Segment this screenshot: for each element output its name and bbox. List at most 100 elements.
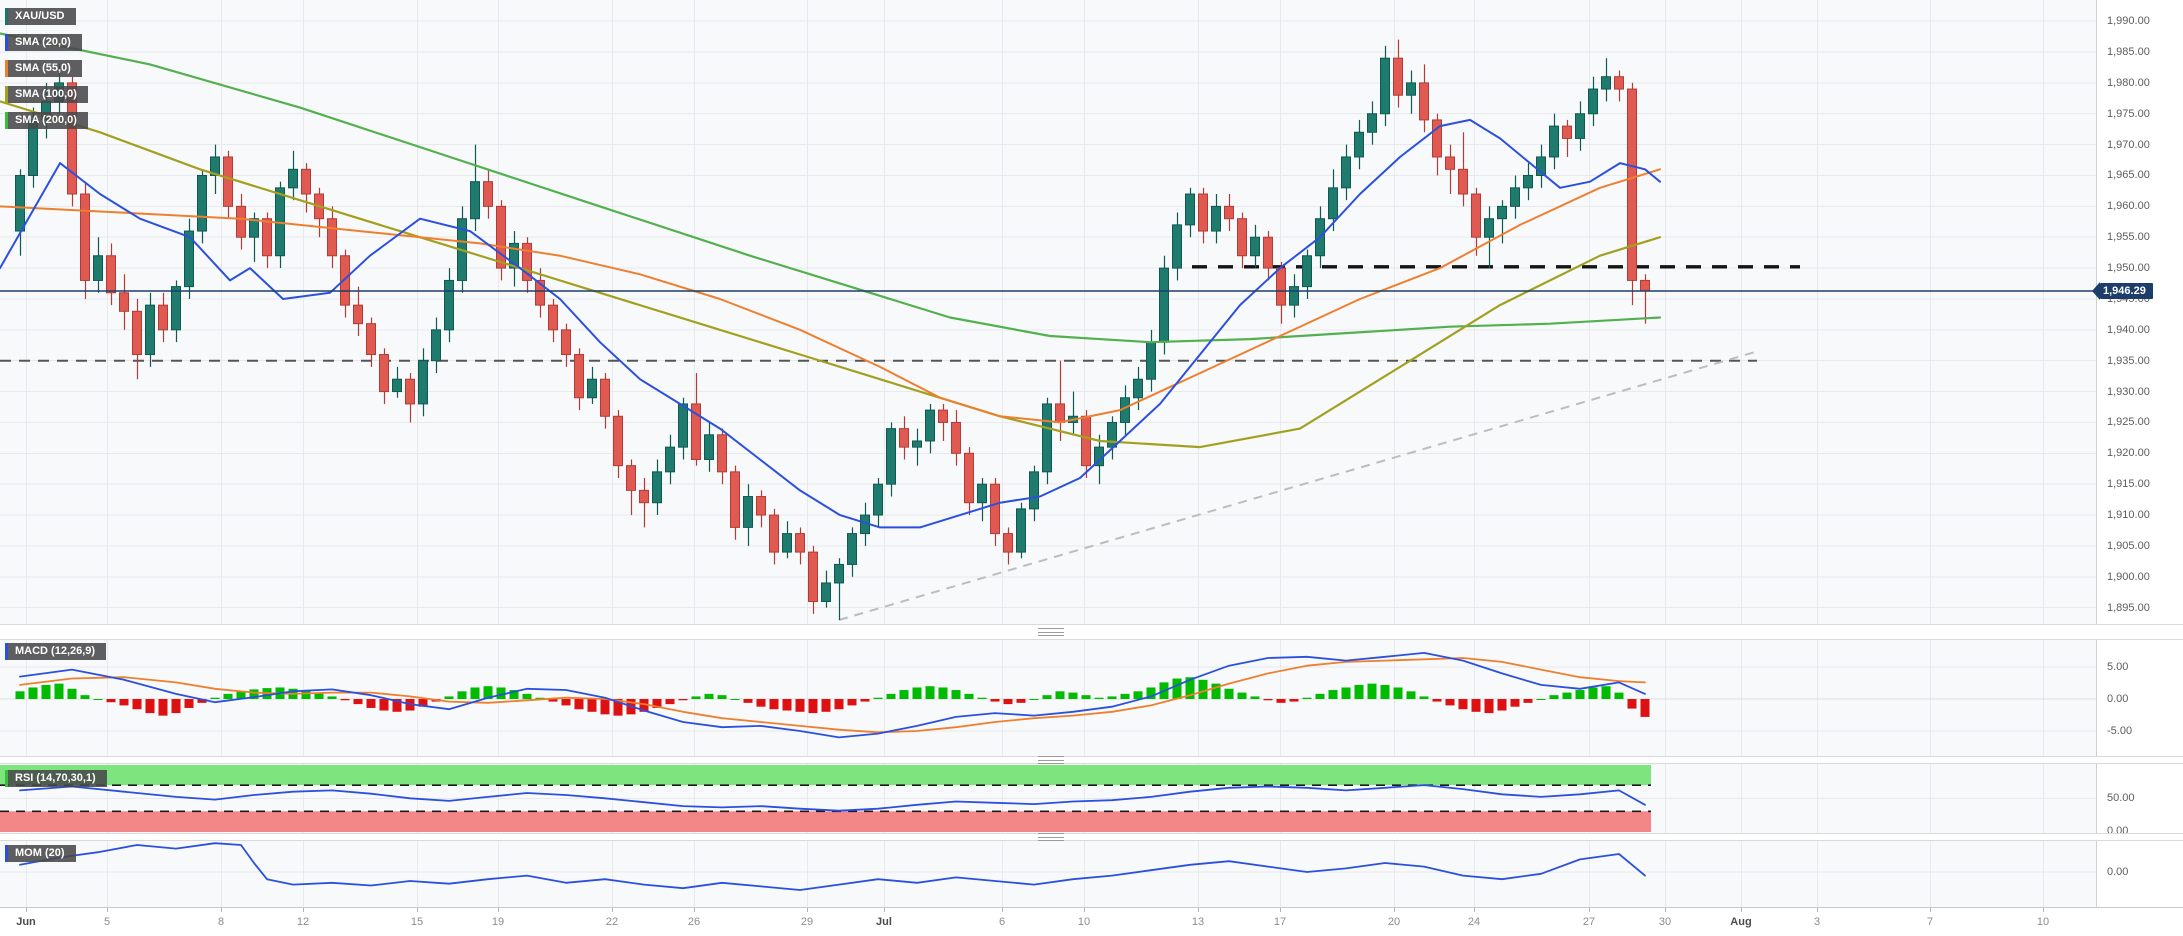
macd-axis-label: 5.00	[2107, 661, 2129, 673]
badge-sma100[interactable]: SMA (100,0)	[5, 86, 88, 103]
time-tick-mark	[694, 908, 695, 912]
time-tick-mark	[1741, 908, 1742, 912]
horizontal-gridlines	[0, 20, 2096, 609]
time-tick-mark	[1394, 908, 1395, 912]
price-axis-label: 1,950.00	[2107, 262, 2150, 275]
time-axis-label: 10	[2036, 916, 2050, 928]
time-axis-label: 22	[605, 916, 619, 928]
rsi-oversold-band	[0, 811, 1651, 832]
mom-axis-label: 0.00	[2107, 866, 2129, 878]
time-axis-label: 29	[800, 916, 814, 928]
rsi-overbought-band	[0, 765, 1651, 786]
time-axis-label: 8	[217, 916, 225, 928]
momentum-line	[19, 842, 1646, 891]
macd-axis-label: -5.00	[2107, 725, 2133, 737]
time-axis-label: 6	[998, 916, 1006, 928]
badge-sma20[interactable]: SMA (20,0)	[5, 34, 82, 51]
price-axis-label: 1,895.00	[2107, 601, 2150, 614]
time-tick-mark	[1817, 908, 1818, 912]
macd-main-line	[19, 652, 1646, 739]
time-axis-label: 15	[410, 916, 424, 928]
time-tick-mark	[1589, 908, 1590, 912]
time-axis-label: Jul	[876, 916, 892, 928]
time-axis-label: Jun	[16, 916, 36, 928]
sma-55-line	[0, 168, 1661, 424]
badge-macd[interactable]: MACD (12,26,9)	[5, 643, 107, 660]
time-tick-mark	[807, 908, 808, 912]
time-tick-mark	[612, 908, 613, 912]
time-tick-mark	[107, 908, 108, 912]
time-tick-mark	[1930, 908, 1931, 912]
badge-mom[interactable]: MOM (20)	[5, 845, 76, 862]
time-tick-mark	[417, 908, 418, 912]
time-axis-label: 19	[491, 916, 505, 928]
vertical-gridlines	[26, 0, 2044, 624]
sma-200-line	[0, 32, 1662, 344]
pane-separator-3[interactable]	[0, 833, 2183, 841]
price-axis-border	[2096, 0, 2097, 907]
macd-pane-canvas[interactable]	[0, 640, 2096, 756]
time-axis-label: 30	[1658, 916, 1672, 928]
main-chart-canvas[interactable]	[0, 0, 2096, 624]
time-axis-label: 27	[1582, 916, 1596, 928]
time-tick-mark	[26, 908, 27, 912]
time-axis-label: 26	[687, 916, 701, 928]
time-tick-mark	[884, 908, 885, 912]
price-axis-label: 1,990.00	[2107, 15, 2150, 28]
time-tick-mark	[1665, 908, 1666, 912]
price-axis-label: 1,930.00	[2107, 385, 2150, 398]
time-tick-mark	[2043, 908, 2044, 912]
time-tick-mark	[1084, 908, 1085, 912]
time-tick-mark	[498, 908, 499, 912]
price-axis-label: 1,960.00	[2107, 200, 2150, 213]
time-axis-label: 12	[296, 916, 310, 928]
time-tick-mark	[1474, 908, 1475, 912]
price-axis-label: 1,920.00	[2107, 447, 2150, 460]
vertical-gridlines	[26, 841, 2044, 907]
badge-sma55[interactable]: SMA (55,0)	[5, 60, 82, 77]
pane-resize-handle[interactable]	[1038, 756, 1064, 764]
badge-symbol[interactable]: XAU/USD	[5, 8, 76, 25]
price-axis-label: 1,915.00	[2107, 478, 2150, 491]
pane-separator-2[interactable]	[0, 756, 2183, 764]
rsi-pane-canvas[interactable]	[0, 764, 2096, 833]
time-axis-label: 17	[1273, 916, 1287, 928]
pane-resize-handle[interactable]	[1038, 628, 1064, 636]
price-axis-label: 1,965.00	[2107, 169, 2150, 182]
time-axis[interactable]: Jun 5 8 12 15 19 22 26 29 Jul 6 10 13 17 20 24 27 30 Aug 3 7…	[0, 907, 2183, 936]
time-tick-mark	[303, 908, 304, 912]
momentum-pane-canvas[interactable]	[0, 841, 2096, 907]
price-axis[interactable]: 1,990.00 1,985.00 1,980.00 1,975.00 1,970.00…	[2097, 0, 2183, 907]
time-tick-mark	[1280, 908, 1281, 912]
price-axis-label: 1,905.00	[2107, 539, 2150, 552]
rsi-axis-label: 50.00	[2107, 792, 2135, 804]
pane-resize-handle[interactable]	[1038, 833, 1064, 841]
time-axis-label: 7	[1926, 916, 1934, 928]
badge-sma200[interactable]: SMA (200,0)	[5, 112, 88, 129]
price-axis-label: 1,925.00	[2107, 416, 2150, 429]
badge-rsi[interactable]: RSI (14,70,30,1)	[5, 770, 107, 787]
time-tick-mark	[1002, 908, 1003, 912]
time-axis-label: 10	[1077, 916, 1091, 928]
sma-100-line	[0, 100, 1662, 449]
macd-signal-line	[19, 657, 1646, 734]
time-tick-mark	[221, 908, 222, 912]
time-axis-label: 13	[1191, 916, 1205, 928]
price-axis-label: 1,955.00	[2107, 231, 2150, 244]
time-axis-label: 24	[1467, 916, 1481, 928]
time-tick-mark	[1198, 908, 1199, 912]
price-axis-label: 1,940.00	[2107, 323, 2150, 336]
price-axis-label: 1,935.00	[2107, 354, 2150, 367]
rsi-line	[19, 784, 1646, 812]
pane-separator-1[interactable]	[0, 624, 2183, 640]
current-price-badge: 1,946.29	[2092, 282, 2153, 300]
sma-20-line	[0, 118, 1661, 529]
price-axis-label: 1,980.00	[2107, 76, 2150, 89]
price-axis-label: 1,970.00	[2107, 138, 2150, 151]
price-axis-label: 1,975.00	[2107, 107, 2150, 120]
time-axis-label: 3	[1813, 916, 1821, 928]
time-axis-label: 20	[1387, 916, 1401, 928]
candlestick-series	[15, 39, 1650, 621]
price-axis-label: 1,900.00	[2107, 570, 2150, 583]
